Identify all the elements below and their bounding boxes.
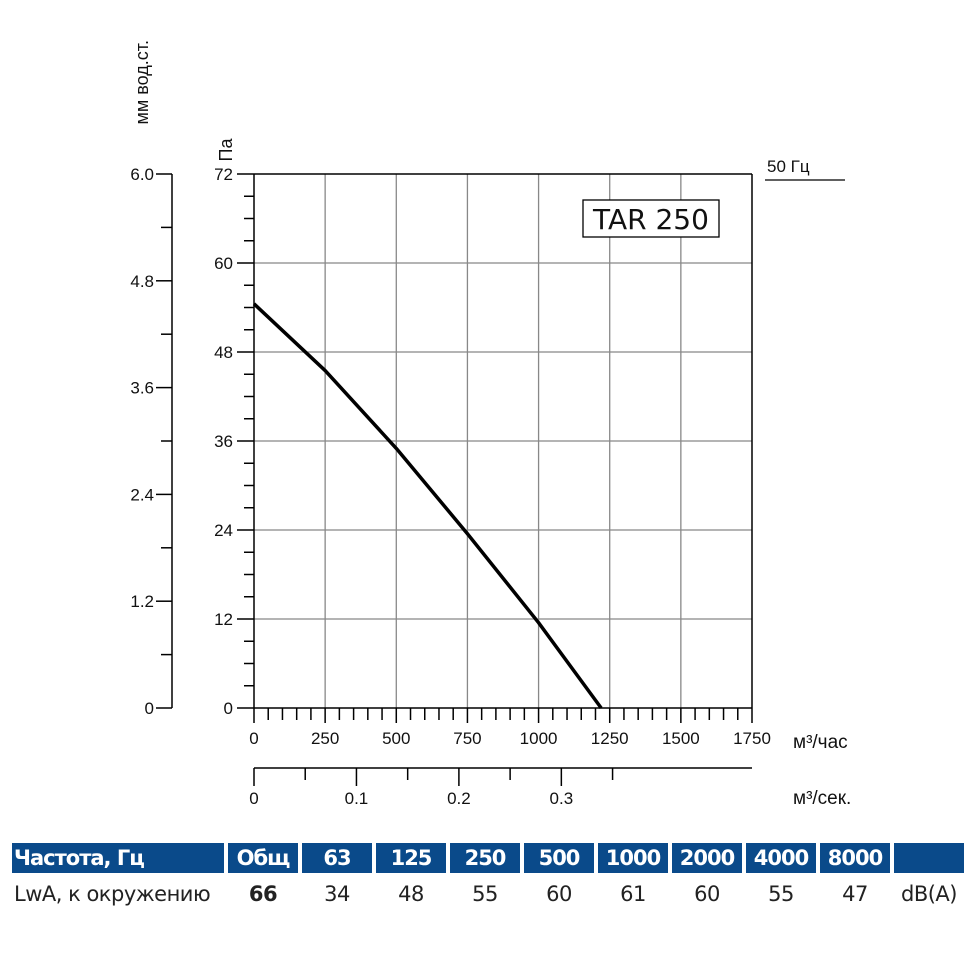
y-tick-label: 24 — [214, 521, 233, 540]
x2-tick-label: 0.3 — [550, 789, 574, 808]
frequency-label: 50 Гц — [767, 157, 810, 176]
y-tick-label: 72 — [214, 165, 233, 184]
x-tick-label: 500 — [382, 729, 410, 748]
x-tick-label: 750 — [453, 729, 481, 748]
x-tick-label: 250 — [311, 729, 339, 748]
sound-power-table: Частота, Гц Общ 63 125 250 500 1000 2000… — [12, 843, 968, 909]
y-axis-label: Па — [216, 138, 236, 162]
header-cell: 500 — [524, 843, 594, 873]
x2-tick-label: 0.1 — [345, 789, 369, 808]
y-tick-label: 12 — [214, 610, 233, 629]
y2-tick-label: 3.6 — [130, 379, 154, 398]
x-tick-label: 1250 — [591, 729, 629, 748]
y-tick-label: 36 — [214, 432, 233, 451]
performance-curve — [252, 302, 603, 710]
header-cell: 2000 — [672, 843, 742, 873]
header-cell: 8000 — [820, 843, 890, 873]
header-cell: 4000 — [746, 843, 816, 873]
title-box — [582, 199, 720, 238]
y-tick-label: 0 — [224, 699, 233, 718]
x2-tick-label: 0 — [249, 789, 258, 808]
header-cell: 1000 — [598, 843, 668, 873]
table-header-row: Частота, Гц Общ 63 125 250 500 1000 2000… — [12, 843, 968, 873]
y-tick-label: 48 — [214, 343, 233, 362]
x2-axis-label: м³/сек. — [793, 788, 851, 809]
value-cell: 55 — [768, 882, 794, 906]
x-tick-label: 1500 — [662, 729, 700, 748]
header-cell: Общ — [228, 843, 298, 873]
y2-tick-label: 4.8 — [130, 272, 154, 291]
value-cell: dB(A) — [901, 882, 958, 906]
header-cell: Частота, Гц — [12, 843, 224, 873]
value-cell: LwA, к окружению — [14, 882, 211, 906]
x2-tick-label: 0.2 — [447, 789, 471, 808]
x-tick-label: 0 — [249, 729, 258, 748]
value-cell: 61 — [620, 882, 646, 906]
y2-tick-label: 2.4 — [130, 485, 154, 504]
y2-tick-label: 1.2 — [130, 592, 154, 611]
fan-performance-chart: 0 250 500 750 1000 1250 1500 1750 м³/час 0 12 24 36 4… — [130, 40, 851, 809]
y2-axis-label: мм вод.ст. — [132, 40, 152, 124]
value-cell: 34 — [324, 882, 350, 906]
header-cell — [894, 843, 964, 873]
header-cell: 63 — [302, 843, 372, 873]
x-axis-label: м³/час — [793, 732, 848, 753]
chart-title: TAR 250 — [592, 203, 709, 236]
header-cell: 125 — [376, 843, 446, 873]
x-tick-label: 1750 — [733, 729, 771, 748]
y2-tick-label: 0 — [145, 699, 154, 718]
value-cell: 66 — [248, 882, 278, 906]
value-cell: 60 — [546, 882, 572, 906]
header-cell: 250 — [450, 843, 520, 873]
value-cell: 48 — [398, 882, 424, 906]
value-cell: 47 — [842, 882, 868, 906]
x-tick-label: 1000 — [520, 729, 558, 748]
value-cell: 60 — [694, 882, 720, 906]
table-values-row: LwA, к окружению 66 34 48 55 60 61 60 55… — [12, 879, 968, 909]
y-tick-label: 60 — [214, 254, 233, 273]
value-cell: 55 — [472, 882, 498, 906]
y2-tick-label: 6.0 — [130, 165, 154, 184]
